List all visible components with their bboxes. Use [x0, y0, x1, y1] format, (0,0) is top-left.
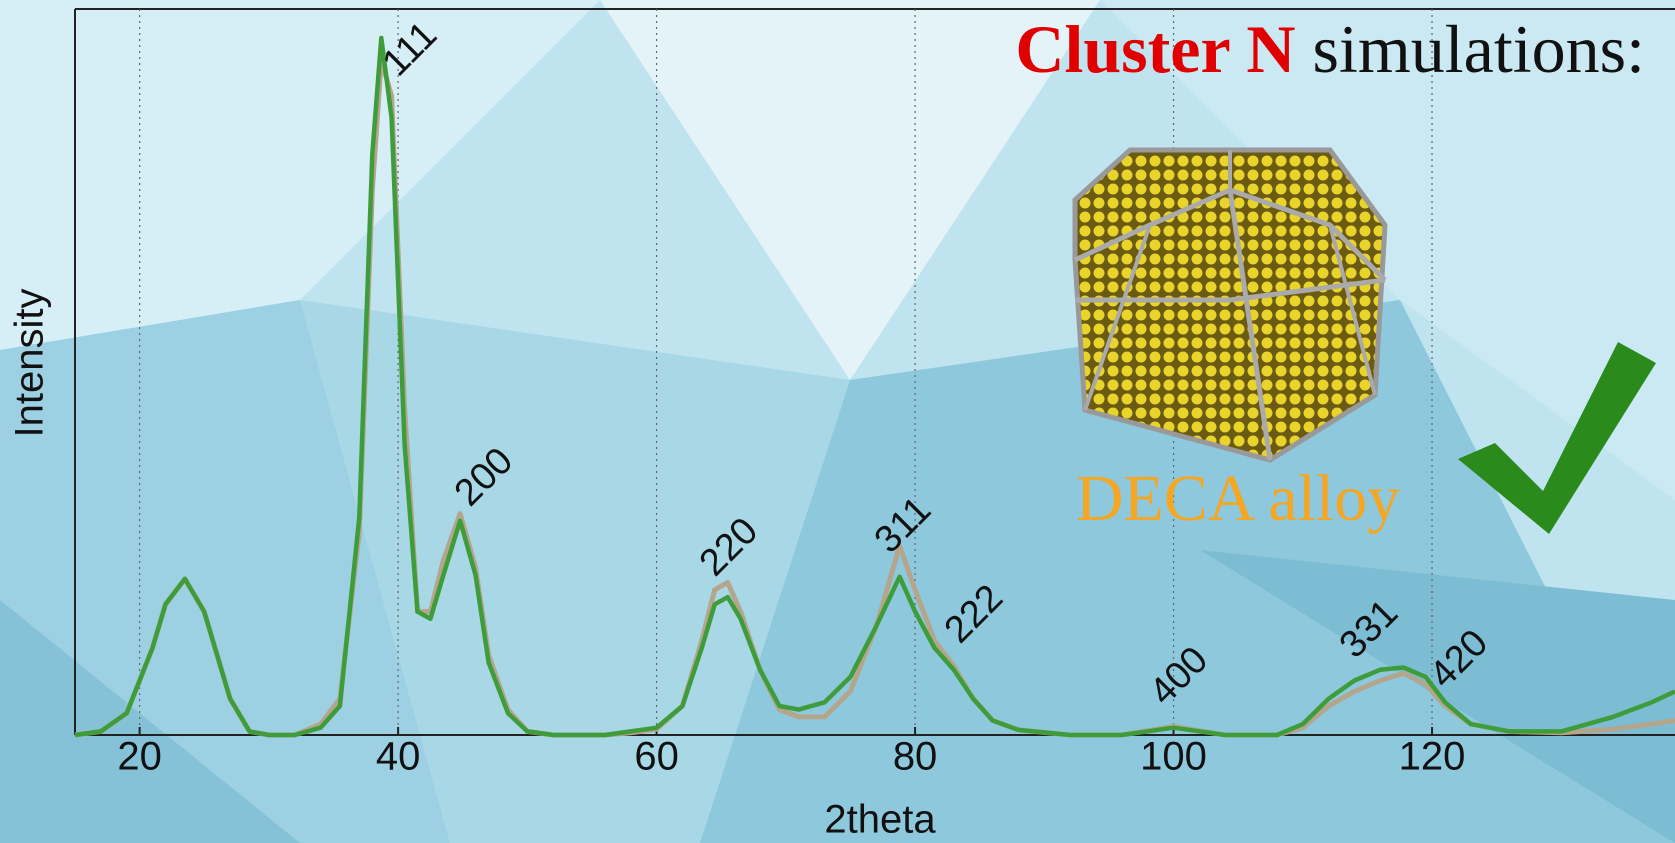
cluster-image: [1072, 147, 1388, 463]
x-tick-label: 100: [1140, 735, 1207, 779]
plot-area: 20 40 60 80 100 120: [74, 8, 1675, 779]
x-tick-label: 80: [893, 735, 938, 779]
title-highlight: Cluster N: [1015, 11, 1295, 87]
x-tick-label: 40: [376, 735, 421, 779]
x-axis-label: 2theta: [824, 798, 936, 842]
chart-title: Cluster N simulations:: [1015, 11, 1645, 87]
series-line: [74, 57, 1675, 738]
series-line: [74, 35, 1675, 738]
y-axis-label: Intensity: [8, 289, 52, 438]
checkmark: [1458, 342, 1656, 534]
title-text: simulations:: [1313, 11, 1645, 87]
x-tick-label: 20: [117, 735, 162, 779]
x-tick-label: 60: [634, 735, 679, 779]
x-tick-label: 120: [1399, 735, 1466, 779]
annotation: DECA alloy: [1076, 462, 1401, 535]
